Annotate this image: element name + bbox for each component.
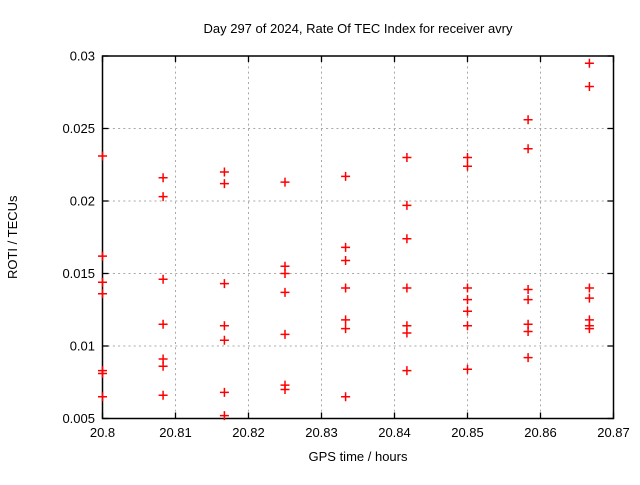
data-point-marker: [402, 283, 412, 293]
x-tick-label: 20.83: [305, 425, 338, 440]
data-point-marker: [219, 279, 229, 289]
data-point-marker: [402, 234, 412, 244]
data-point-marker: [98, 151, 107, 161]
data-point-marker: [98, 369, 107, 379]
data-point-marker: [219, 321, 229, 331]
data-point-marker: [158, 173, 168, 183]
data-point-marker: [280, 269, 290, 278]
data-point-marker: [280, 329, 290, 339]
y-tick-label: 0.02: [70, 194, 95, 209]
data-point-marker: [219, 387, 229, 397]
data-point-marker: [158, 274, 168, 284]
y-tick-label: 0.005: [62, 411, 95, 426]
data-point-marker: [341, 283, 351, 293]
data-point-marker: [341, 171, 351, 181]
data-point-marker: [463, 295, 472, 305]
data-point-marker: [463, 153, 472, 162]
data-point-marker: [158, 192, 168, 202]
data-point-marker: [98, 289, 107, 299]
y-tick-label: 0.025: [62, 121, 95, 136]
data-point-marker: [584, 283, 594, 293]
data-point-marker: [584, 293, 594, 303]
data-point-marker: [402, 200, 412, 210]
data-point-marker: [280, 287, 290, 297]
x-axis-label: GPS time / hours: [309, 449, 408, 464]
data-point-marker: [98, 251, 107, 261]
data-point-marker: [341, 392, 351, 402]
x-tick-label: 20.81: [159, 425, 192, 440]
data-point-marker: [219, 411, 229, 421]
x-tick-label: 20.86: [524, 425, 557, 440]
data-point-marker: [280, 177, 290, 187]
data-point-marker: [584, 81, 594, 91]
x-tick-label: 20.8: [90, 425, 115, 440]
data-point-marker: [158, 361, 168, 371]
y-tick-label: 0.03: [70, 49, 95, 64]
data-point-marker: [280, 385, 290, 394]
data-point-marker: [402, 366, 412, 376]
data-point-marker: [463, 321, 472, 331]
data-point-marker: [98, 277, 107, 287]
data-point-marker: [158, 319, 168, 329]
data-point-marker: [584, 324, 594, 334]
data-point-marker: [98, 392, 107, 402]
chart-title: Day 297 of 2024, Rate Of TEC Index for r…: [203, 21, 513, 36]
data-point-marker: [523, 284, 533, 294]
data-point-marker: [463, 364, 472, 374]
data-point-marker: [523, 115, 533, 125]
y-axis-label: ROTI / TECUs: [5, 195, 20, 279]
data-point-marker: [341, 242, 351, 252]
x-tick-label: 20.84: [378, 425, 411, 440]
data-point-marker: [523, 144, 533, 154]
data-point-marker: [219, 167, 229, 177]
data-point-marker: [402, 328, 412, 338]
data-point-marker: [219, 335, 229, 345]
data-point-marker: [463, 306, 472, 316]
data-point-marker: [523, 295, 533, 305]
data-point-marker: [341, 255, 351, 265]
data-point-marker: [341, 324, 351, 334]
y-tick-label: 0.01: [70, 339, 95, 354]
y-tick-label: 0.015: [62, 266, 95, 281]
data-point-marker: [463, 161, 472, 171]
x-tick-label: 20.82: [232, 425, 265, 440]
data-point-marker: [219, 179, 229, 189]
x-tick-label: 20.87: [597, 425, 630, 440]
data-point-marker: [463, 283, 472, 293]
plot-border: [101, 55, 615, 420]
data-point-marker: [402, 153, 412, 162]
data-point-marker: [523, 327, 533, 336]
data-point-marker: [341, 315, 351, 325]
data-point-marker: [523, 353, 533, 363]
data-point-marker: [158, 390, 168, 400]
data-point-marker: [584, 58, 594, 68]
x-tick-label: 20.85: [451, 425, 484, 440]
